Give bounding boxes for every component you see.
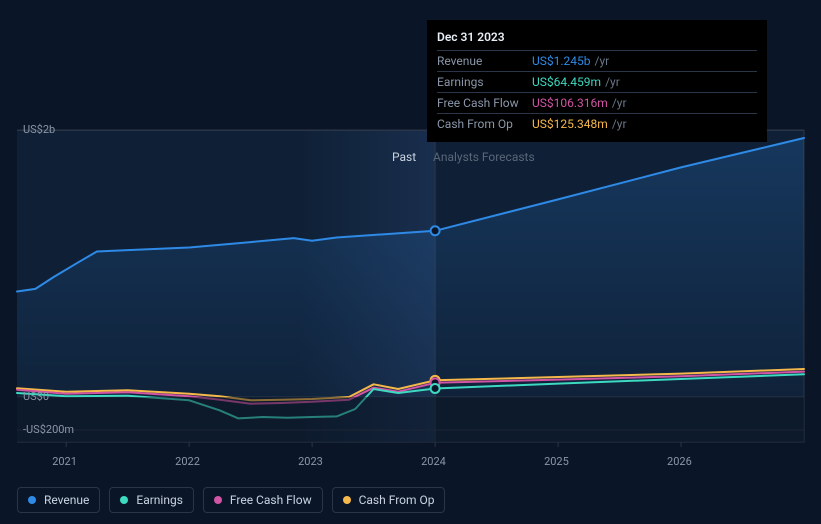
tooltip-row-label: Earnings <box>437 75 532 89</box>
x-axis-tick: 2026 <box>667 455 692 468</box>
earnings-revenue-chart: US$2b US$0 -US$200m 2021 2022 2023 2024 2025 20… <box>0 0 821 524</box>
y-axis-tick: -US$200m <box>23 423 74 436</box>
tooltip-row-unit: /yr <box>595 54 610 68</box>
era-forecast-label: Analysts Forecasts <box>433 150 535 164</box>
tooltip-row-unit: /yr <box>612 117 627 131</box>
x-axis-tick: 2021 <box>52 455 77 468</box>
tooltip-row: RevenueUS$1.245b/yr <box>437 51 757 72</box>
legend-swatch <box>28 496 36 504</box>
tooltip-row-value: US$64.459m <box>532 75 601 89</box>
legend-label: Cash From Op <box>359 493 435 507</box>
tooltip-row-value: US$1.245b <box>532 54 591 68</box>
x-axis-tick: 2025 <box>544 455 569 468</box>
y-axis-tick: US$2b <box>23 123 55 136</box>
legend-item-revenue[interactable]: Revenue <box>17 487 100 513</box>
tooltip-row: Cash From OpUS$125.348m/yr <box>437 114 757 134</box>
x-axis-tick: 2023 <box>298 455 323 468</box>
chart-legend: Revenue Earnings Free Cash Flow Cash From O… <box>17 487 445 513</box>
tooltip-row-value: US$106.316m <box>532 96 608 110</box>
legend-item-free-cash-flow[interactable]: Free Cash Flow <box>203 487 323 513</box>
x-axis-tick: 2024 <box>421 455 446 468</box>
legend-item-cash-from-op[interactable]: Cash From Op <box>332 487 446 513</box>
legend-swatch <box>214 496 222 504</box>
tooltip-row-label: Revenue <box>437 54 532 68</box>
tooltip-row-label: Cash From Op <box>437 117 532 131</box>
tooltip-row-label: Free Cash Flow <box>437 96 532 110</box>
legend-item-earnings[interactable]: Earnings <box>109 487 194 513</box>
legend-label: Free Cash Flow <box>230 493 312 507</box>
legend-swatch <box>343 496 351 504</box>
tooltip-row: Free Cash FlowUS$106.316m/yr <box>437 93 757 114</box>
legend-label: Revenue <box>44 493 89 507</box>
chart-tooltip: Dec 31 2023 RevenueUS$1.245b/yrEarningsU… <box>427 20 767 142</box>
tooltip-row-unit: /yr <box>612 96 627 110</box>
tooltip-row-value: US$125.348m <box>532 117 608 131</box>
era-past-label: Past <box>392 150 416 164</box>
tooltip-row-unit: /yr <box>605 75 620 89</box>
tooltip-row: EarningsUS$64.459m/yr <box>437 72 757 93</box>
legend-label: Earnings <box>136 493 183 507</box>
legend-swatch <box>120 496 128 504</box>
tooltip-date: Dec 31 2023 <box>437 28 757 51</box>
y-axis-tick: US$0 <box>23 390 49 403</box>
x-axis-tick: 2022 <box>175 455 200 468</box>
